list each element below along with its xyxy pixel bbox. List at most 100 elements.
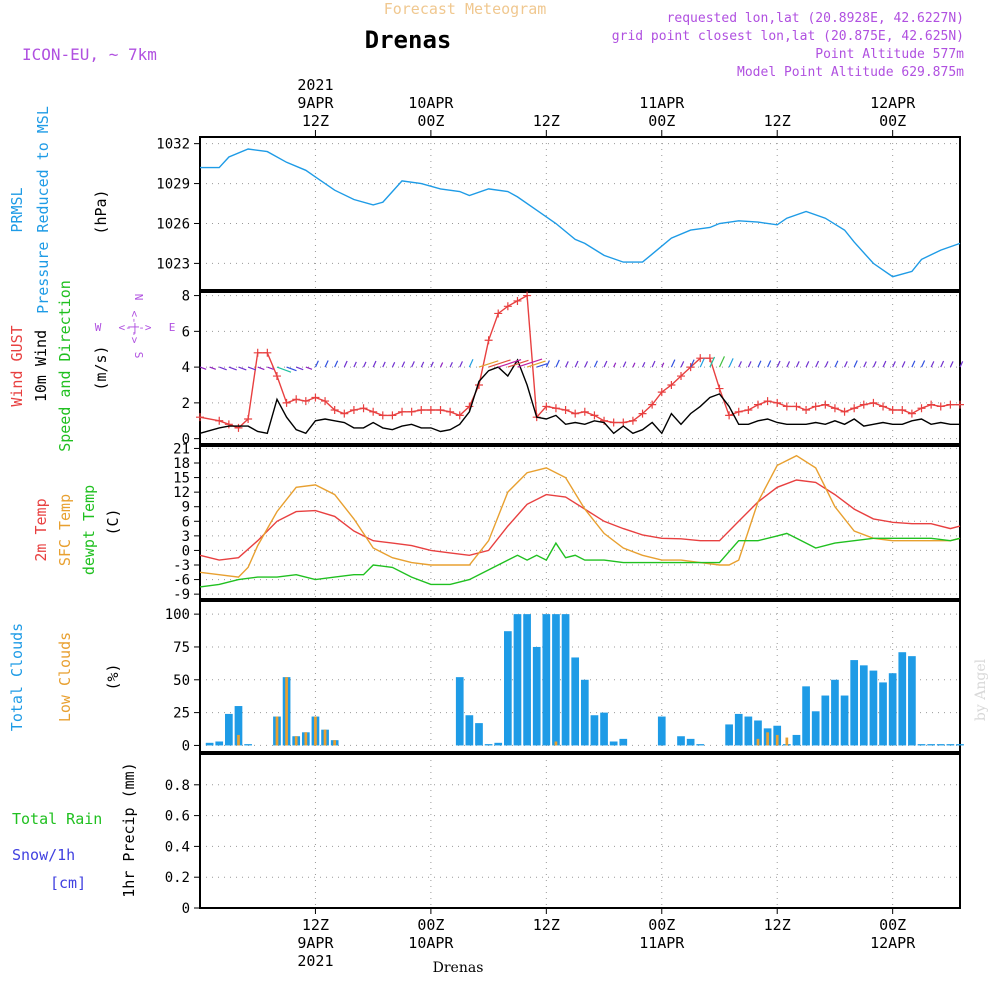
wind-direction-arrow	[411, 361, 415, 368]
gust-marker	[696, 354, 705, 363]
gust-marker	[628, 416, 637, 425]
gust-marker	[436, 406, 445, 415]
wind-frame	[199, 291, 961, 445]
gust-marker	[407, 407, 416, 416]
wind-direction-arrow	[940, 360, 945, 368]
bar-total-clouds	[927, 744, 935, 746]
gust-marker	[782, 402, 791, 411]
wind-direction-arrow	[920, 360, 926, 368]
wind-direction-arrow	[690, 359, 695, 368]
wind-ytick-label: 0	[182, 432, 190, 448]
gust-marker	[369, 407, 378, 416]
top-time-label: 12Z	[764, 112, 791, 130]
gust-marker	[773, 398, 782, 407]
gust-marker	[244, 414, 253, 423]
pressure-ytick-label: 1026	[156, 216, 190, 232]
gust-marker	[888, 406, 897, 415]
bar-total-clouds	[455, 677, 464, 746]
series-dewpt-temp	[199, 532, 961, 588]
series-wind-gust	[199, 294, 960, 429]
wind-direction-arrow	[449, 361, 453, 368]
gust-marker	[561, 406, 570, 415]
wind-direction-arrow	[709, 356, 716, 368]
gust-marker	[907, 409, 916, 418]
bar-total-clouds	[956, 744, 964, 746]
wind-direction-arrow	[267, 366, 274, 370]
precip-unit: 1hr Precip (mm)	[120, 762, 138, 897]
gust-marker	[802, 406, 811, 415]
prmsl-label: PRMSL	[8, 187, 26, 232]
bar-total-clouds	[475, 723, 483, 746]
compass-arrow-v: <-|->	[128, 310, 141, 343]
pressure-ytick-label: 1023	[156, 256, 190, 272]
compass-e: E	[169, 321, 176, 334]
gust-marker	[686, 363, 695, 372]
wind-direction-arrow	[718, 356, 725, 368]
bar-total-clouds	[792, 734, 801, 746]
bar-total-clouds	[821, 695, 830, 746]
gust-marker	[253, 348, 262, 357]
wind-direction-arrow	[670, 359, 676, 368]
bar-low-clouds	[285, 677, 288, 746]
bar-total-clouds	[734, 713, 743, 746]
wind-direction-arrow	[286, 366, 297, 372]
cloud-unit: (%)	[104, 663, 122, 690]
temp-ytick-label: 0	[182, 543, 190, 559]
bar-total-clouds	[205, 742, 214, 746]
bar-low-clouds	[766, 732, 769, 746]
wind-direction-arrow	[526, 360, 546, 368]
gust-marker	[215, 416, 224, 425]
gust-marker	[523, 291, 532, 300]
wind-direction-arrow	[343, 360, 348, 368]
wind-direction-arrow	[372, 360, 377, 368]
wind-direction-arrow	[603, 360, 608, 368]
dewpt-label: dewpt Temp	[80, 485, 98, 575]
gust-marker	[619, 418, 628, 427]
bar-total-clouds	[917, 744, 926, 746]
gust-marker	[657, 388, 666, 397]
gust-marker	[455, 411, 464, 420]
gust-marker	[580, 407, 589, 416]
point-altitude: Point Altitude 577m	[815, 47, 964, 62]
bar-total-clouds	[898, 652, 907, 746]
gust-marker	[446, 407, 455, 416]
wind-direction-arrow	[276, 366, 292, 373]
wind-direction-arrow	[507, 359, 529, 368]
wind-direction-arrow	[295, 366, 304, 371]
gust-marker	[263, 348, 272, 357]
bar-total-clouds	[215, 741, 224, 746]
wind-direction-arrow	[882, 360, 887, 368]
gust-marker	[282, 398, 291, 407]
gust-marker	[821, 400, 830, 409]
wind-direction-arrow	[362, 361, 367, 368]
bar-total-clouds	[840, 695, 849, 746]
gust-marker	[321, 397, 330, 406]
gust-marker	[609, 418, 618, 427]
wind-direction-arrow	[747, 361, 752, 368]
wind-direction-arrow	[498, 359, 522, 368]
sfc-temp-label: SFC Temp	[56, 494, 74, 566]
gust-marker	[600, 416, 609, 425]
bar-total-clouds	[552, 614, 560, 746]
bar-total-clouds	[513, 614, 522, 746]
gust-marker	[830, 404, 839, 413]
precip-ytick-label: 0	[182, 901, 190, 917]
bar-total-clouds	[831, 679, 839, 746]
pressure-unit: (hPa)	[92, 189, 110, 234]
bar-total-clouds	[869, 670, 878, 746]
gust-marker	[301, 397, 310, 406]
temp-ytick-label: -9	[173, 587, 190, 603]
gust-marker	[551, 404, 560, 413]
gust-marker	[571, 409, 580, 418]
bar-low-clouds	[775, 734, 779, 746]
wind-direction-arrow	[651, 360, 656, 368]
bar-low-clouds	[304, 732, 308, 746]
bar-total-clouds	[850, 660, 859, 746]
compass-w: W	[95, 321, 102, 334]
wind-direction-arrow	[420, 361, 425, 368]
bottom-time-label: 2021	[297, 952, 333, 970]
gust-marker	[744, 406, 753, 415]
bar-total-clouds	[484, 744, 493, 746]
gust-marker	[196, 413, 204, 422]
gust-marker	[763, 397, 772, 406]
